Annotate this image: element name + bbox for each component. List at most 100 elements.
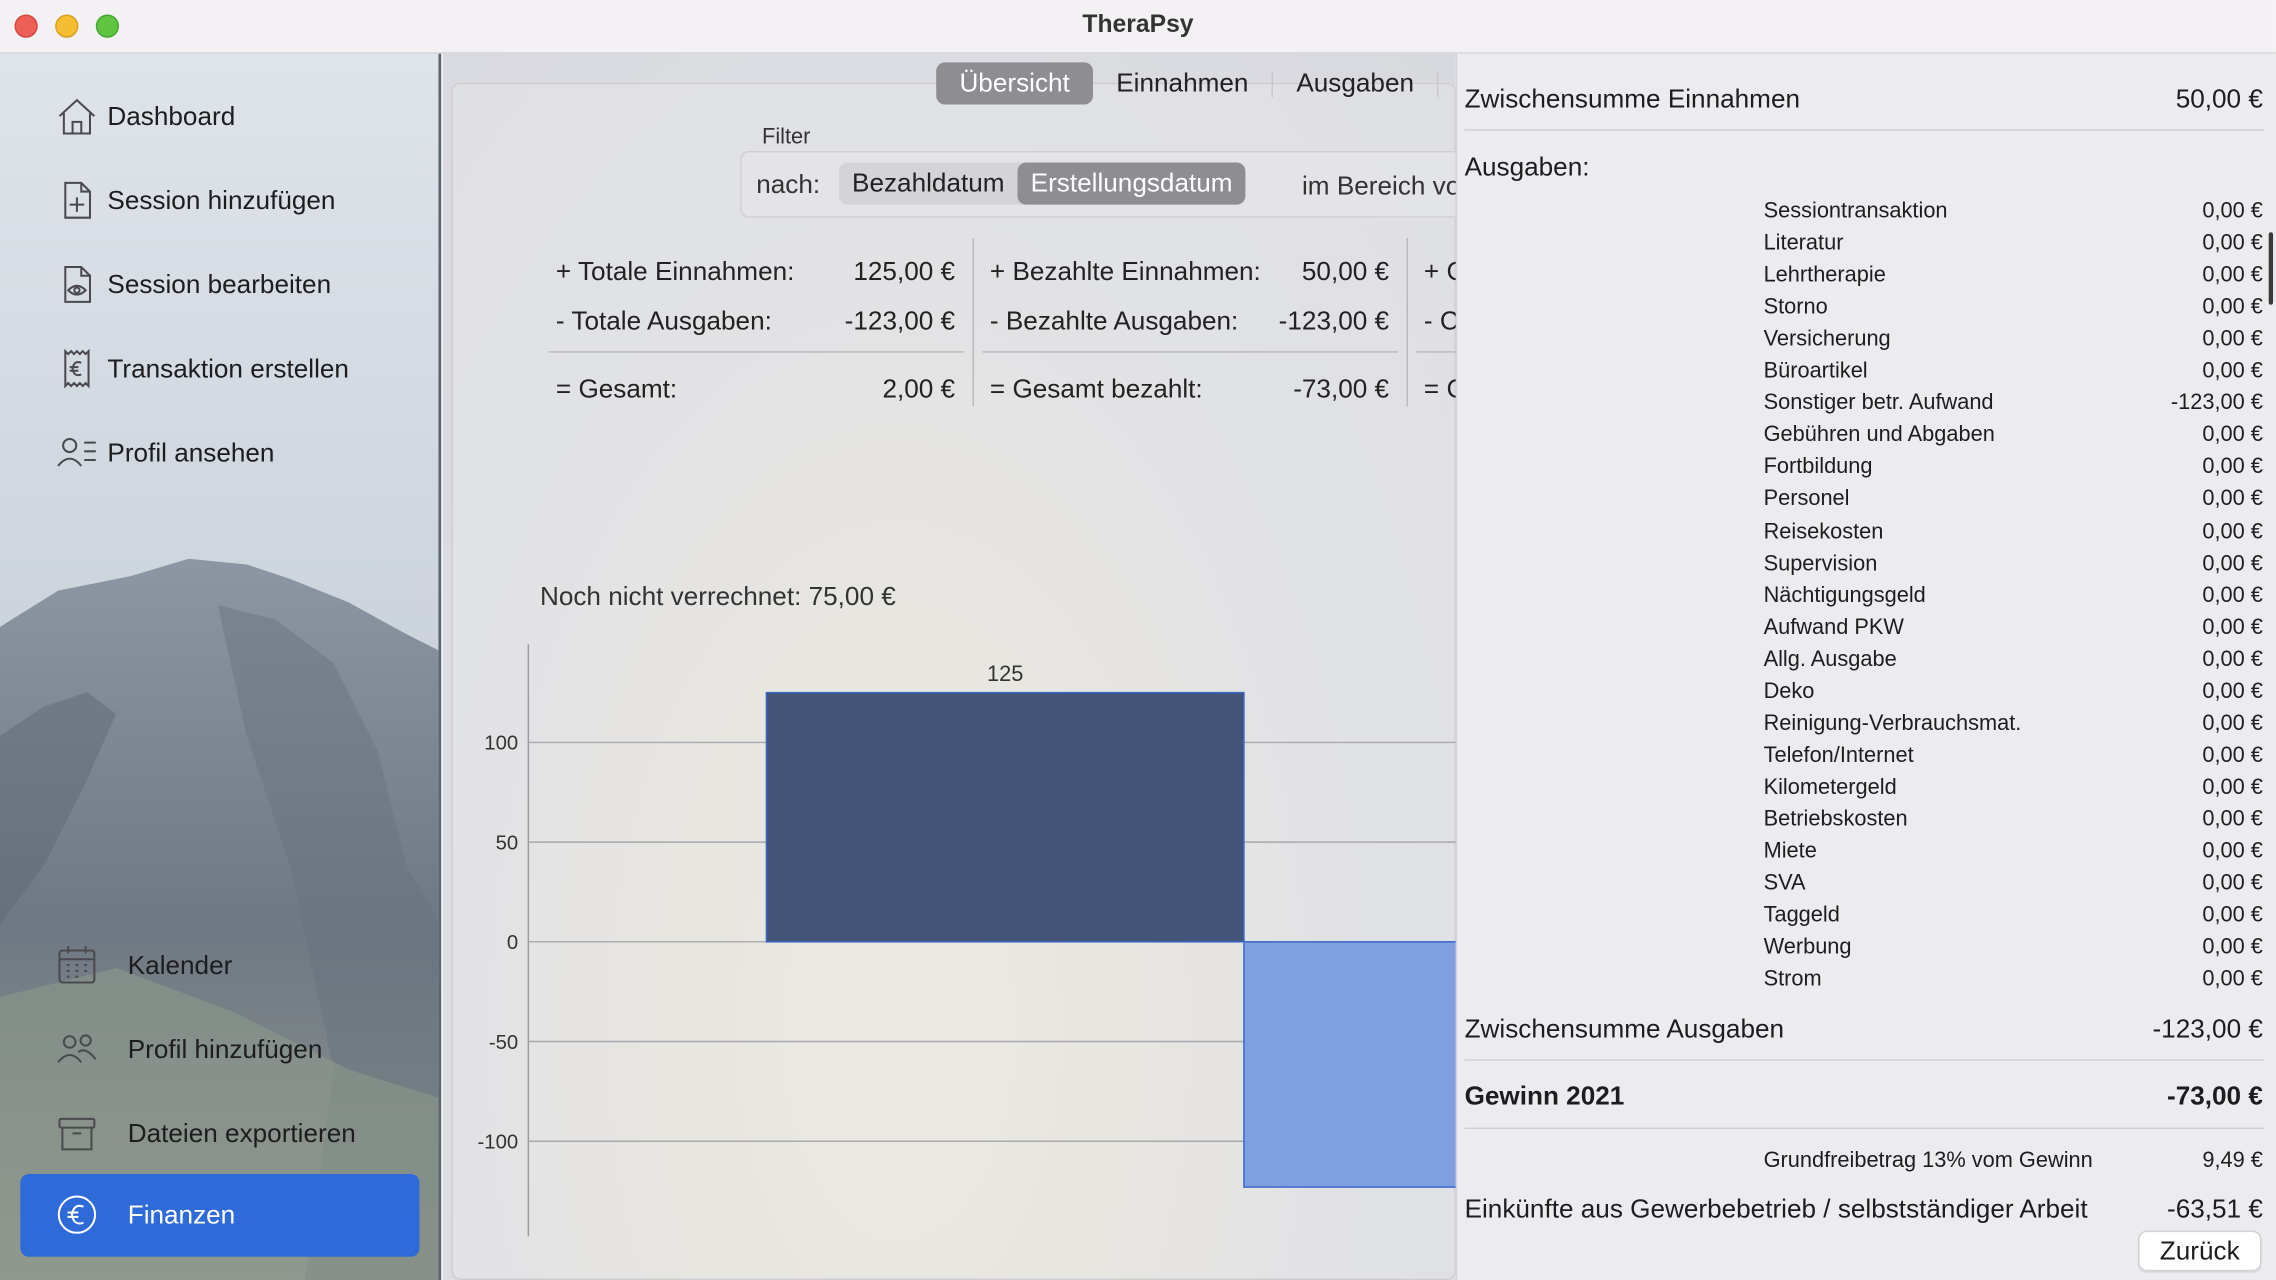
sidebar-item-label: Profil ansehen xyxy=(107,437,275,467)
mountain-background-image xyxy=(0,53,439,1280)
expense-category-label: Miete xyxy=(1763,838,1817,864)
expense-category-label: Taggeld xyxy=(1763,902,1840,928)
close-window-button[interactable] xyxy=(14,14,38,38)
expense-category-label: Werbung xyxy=(1763,934,1852,960)
expense-category-label: Fortbildung xyxy=(1763,454,1873,479)
expense-category-label: Sessiontransaktion xyxy=(1763,198,1948,224)
expense-category-value: 0,00 € xyxy=(2202,711,2263,736)
expense-category-value: 0,00 € xyxy=(2202,551,2263,577)
sidebar-item-finances[interactable]: Finanzen xyxy=(20,1174,420,1257)
expense-category-value: 0,00 € xyxy=(2202,870,2263,896)
sidebar-item-finances-content: Finanzen xyxy=(52,1186,235,1244)
paid-income-value: 50,00 € xyxy=(1301,256,1390,286)
expense-category-label: Telefon/Internet xyxy=(1763,743,1914,768)
panel-divider xyxy=(1464,129,2265,131)
sidebar-item-session-add[interactable]: Session hinzufügen xyxy=(52,171,335,229)
summary-column-divider xyxy=(1406,237,1408,407)
summary-column-divider xyxy=(972,237,974,407)
expense-category-label: Lehrtherapie xyxy=(1763,262,1886,288)
income-subtotal-value: 50,00 € xyxy=(2175,84,2263,114)
report-panel xyxy=(1455,53,2276,1280)
sidebar-item-dashboard[interactable]: Dashboard xyxy=(52,87,235,145)
expense-category-label: Deko xyxy=(1763,679,1815,704)
tab-income[interactable]: Einnahmen xyxy=(1116,68,1249,98)
sidebar-item-session-edit[interactable]: Session bearbeiten xyxy=(52,255,331,313)
panel-divider xyxy=(1464,1059,2265,1061)
expense-category-label: Allg. Ausgabe xyxy=(1763,647,1897,672)
expense-category-value: 0,00 € xyxy=(2202,486,2263,511)
paid-total-value: -73,00 € xyxy=(1293,374,1390,404)
total-expense-label: - Totale Ausgaben: xyxy=(555,306,772,336)
sidebar-item-label: Profil hinzufügen xyxy=(127,1033,323,1064)
expense-category-value: 0,00 € xyxy=(2202,934,2263,960)
summary-divider xyxy=(982,351,1398,353)
total-income-value: 125,00 € xyxy=(853,256,956,286)
tab-overview[interactable]: Übersicht xyxy=(936,62,1094,105)
expense-category-value: 0,00 € xyxy=(2202,615,2263,640)
expense-category-label: Nächtigungsgeld xyxy=(1763,583,1926,609)
sidebar-item-profile-add[interactable]: Profil hinzufügen xyxy=(52,1020,322,1078)
profit-value: -73,00 € xyxy=(2166,1081,2263,1111)
expense-category-label: Reisekosten xyxy=(1763,519,1884,545)
sidebar-item-transaction-create[interactable]: Transaktion erstellen xyxy=(52,340,349,398)
earnings-label: Einkünfte aus Gewerbebetrieb / selbststä… xyxy=(1464,1194,2088,1224)
filter-option-payment-date[interactable]: Bezahldatum xyxy=(852,168,1005,198)
expense-category-label: Versicherung xyxy=(1763,326,1891,352)
earnings-value: -63,51 € xyxy=(2166,1194,2263,1224)
tab-expenses[interactable]: Ausgaben xyxy=(1296,68,1415,98)
expense-category-value: 0,00 € xyxy=(2202,679,2263,704)
total-income-label: + Totale Einnahmen: xyxy=(555,256,795,286)
third-expense-label: - C xyxy=(1423,306,1456,336)
person-list-icon xyxy=(52,428,101,477)
expense-category-label: Kilometergeld xyxy=(1763,774,1897,800)
expense-category-value: 0,00 € xyxy=(2202,774,2263,800)
maximize-window-button[interactable] xyxy=(95,14,120,38)
window-title: TheraPsy xyxy=(1082,10,1194,38)
back-button[interactable]: Zurück xyxy=(2138,1230,2262,1272)
sidebar: Dashboard Session hinzufügen Session bea… xyxy=(0,53,442,1280)
filter-date-type-picker: Bezahldatum Erstellungsdatum xyxy=(838,162,1246,205)
panel-divider xyxy=(1464,1127,2265,1130)
total-label: = Gesamt: xyxy=(555,374,678,404)
pending-amount: Noch nicht verrechnet: 75,00 € xyxy=(539,581,896,611)
sidebar-item-label: Dashboard xyxy=(107,100,236,130)
sidebar-item-profile-view[interactable]: Profil ansehen xyxy=(52,424,274,482)
house-icon xyxy=(52,91,101,140)
sidebar-item-label: Session bearbeiten xyxy=(107,269,332,299)
third-income-label: + C xyxy=(1423,256,1456,286)
expense-category-label: Storno xyxy=(1763,294,1828,320)
total-expense-value: -123,00 € xyxy=(844,306,956,336)
tab-bar: Übersicht Einnahmen Ausgaben xyxy=(936,62,1439,105)
expense-category-label: Supervision xyxy=(1763,551,1878,577)
minimize-window-button[interactable] xyxy=(55,14,79,38)
archive-box-icon xyxy=(52,1109,101,1158)
sidebar-item-label: Kalender xyxy=(127,949,233,979)
expense-subtotal-label: Zwischensumme Ausgaben xyxy=(1464,1014,1785,1044)
filter-by-label: nach: xyxy=(756,169,821,199)
sidebar-item-label: Dateien exportieren xyxy=(127,1118,356,1148)
summary-divider xyxy=(548,351,964,353)
calendar-icon xyxy=(52,940,101,989)
filter-title: Filter xyxy=(762,124,811,150)
document-plus-icon xyxy=(52,176,101,225)
sidebar-item-label: Session hinzufügen xyxy=(107,185,336,215)
expense-category-value: -123,00 € xyxy=(2170,390,2263,416)
filter-option-creation-date[interactable]: Erstellungsdatum xyxy=(1017,162,1246,205)
expense-category-label: Strom xyxy=(1763,966,1822,992)
tab-separator xyxy=(1437,70,1439,97)
sidebar-item-calendar[interactable]: Kalender xyxy=(52,936,232,994)
expense-category-value: 0,00 € xyxy=(2202,583,2263,609)
allowance-label: Grundfreibetrag 13% vom Gewinn xyxy=(1763,1147,2093,1173)
expense-category-value: 0,00 € xyxy=(2202,966,2263,992)
expense-category-value: 0,00 € xyxy=(2202,647,2263,672)
expense-category-label: Reinigung-Verbrauchsmat. xyxy=(1763,711,2022,736)
total-value: 2,00 € xyxy=(882,374,956,404)
scrollbar-thumb[interactable] xyxy=(2268,232,2274,305)
main-content xyxy=(442,53,1456,1280)
expense-category-value: 0,00 € xyxy=(2202,294,2263,320)
sidebar-item-export-files[interactable]: Dateien exportieren xyxy=(52,1104,356,1162)
summary-divider xyxy=(1416,351,1456,353)
paid-income-label: + Bezahlte Einnahmen: xyxy=(989,256,1261,286)
expense-category-value: 0,00 € xyxy=(2202,519,2263,545)
expense-category-label: Betriebskosten xyxy=(1763,806,1908,832)
